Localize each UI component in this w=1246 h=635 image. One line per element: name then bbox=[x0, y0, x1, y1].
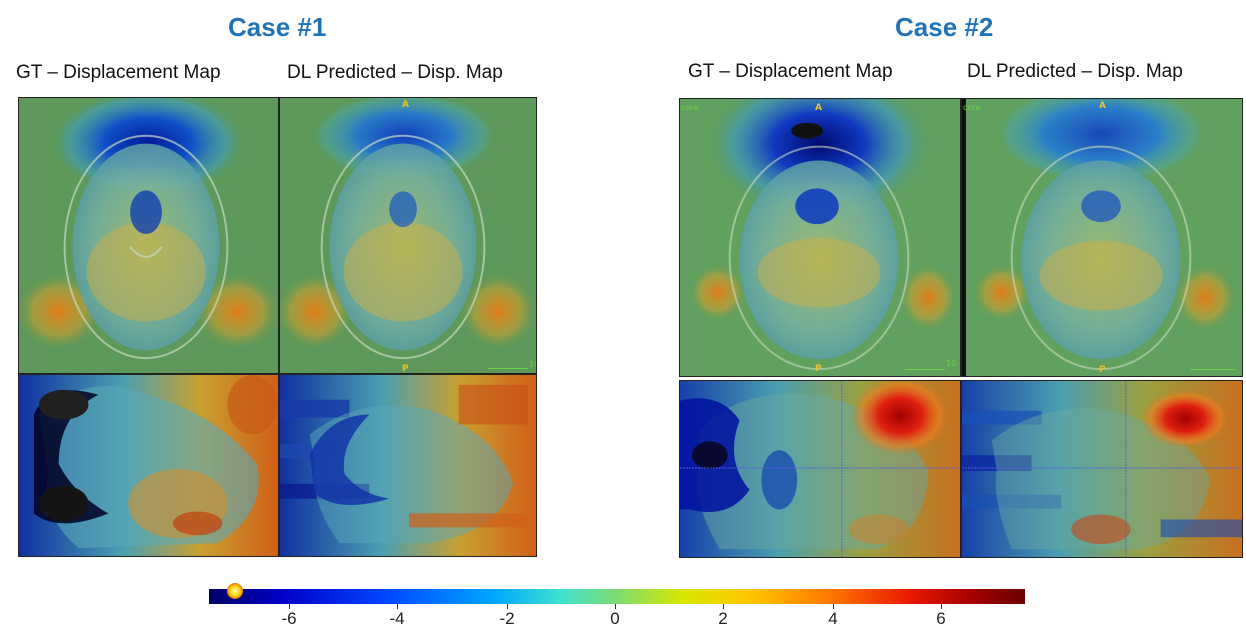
case-2-gt-label: GT – Displacement Map bbox=[688, 61, 893, 82]
case-2-dl-sagittal-map bbox=[961, 380, 1243, 558]
displacement-colorbar bbox=[209, 589, 1025, 604]
colorbar-tick bbox=[507, 604, 508, 609]
case-1-dl-sagittal-map bbox=[279, 374, 537, 557]
colorbar-tick-label: -4 bbox=[389, 609, 405, 628]
colorbar-marker bbox=[227, 583, 243, 599]
case-1-dl-axial-map: A P 10 bbox=[279, 97, 537, 374]
case-2-gt-scale-label: 10 bbox=[946, 359, 957, 368]
case-2-gt-posterior-marker: P bbox=[815, 364, 822, 374]
case-2-dl-label: DL Predicted – Disp. Map bbox=[967, 61, 1183, 82]
colorbar-tick-label: 2 bbox=[718, 609, 728, 628]
case-1-posterior-marker: P bbox=[402, 364, 409, 374]
colorbar-tick bbox=[615, 604, 616, 609]
colorbar-tick bbox=[397, 604, 398, 609]
case-2-gt-anterior-marker: A bbox=[815, 103, 822, 113]
colorbar-tick bbox=[941, 604, 942, 609]
case-1-dl-label: DL Predicted – Disp. Map bbox=[287, 62, 503, 83]
case-1-gt-label: GT – Displacement Map bbox=[16, 62, 221, 83]
case-1-title: Case #1 bbox=[228, 12, 327, 42]
case-2-gt-axial-map: core A P 10 bbox=[679, 98, 961, 377]
case-2-title: Case #2 bbox=[895, 12, 994, 42]
case-2-dl-posterior-marker: P bbox=[1099, 365, 1106, 375]
case-1-scale-label: 10 bbox=[529, 360, 536, 369]
case-2-dl-core-label: core bbox=[963, 103, 981, 112]
colorbar-tick-label: 6 bbox=[936, 609, 946, 628]
colorbar-tick-label: 0 bbox=[610, 609, 620, 628]
case-1-gt-axial-map bbox=[18, 97, 279, 374]
case-2-gt-sagittal-map bbox=[679, 380, 961, 558]
colorbar-tick-label: 4 bbox=[828, 609, 838, 628]
colorbar-tick-label: -6 bbox=[281, 609, 297, 628]
colorbar-tick bbox=[289, 604, 290, 609]
colorbar-tick-label: -2 bbox=[499, 609, 515, 628]
colorbar-tick bbox=[723, 604, 724, 609]
case-2-dl-scale-bar bbox=[1190, 369, 1235, 370]
case-1-anterior-marker: A bbox=[402, 100, 409, 110]
case-2-dl-anterior-marker: A bbox=[1099, 101, 1106, 111]
case-1-gt-sagittal-map bbox=[18, 374, 279, 557]
case-2-dl-axial-map: core A P bbox=[961, 98, 1243, 377]
colorbar-tick bbox=[833, 604, 834, 609]
case-2-gt-core-label: core bbox=[681, 103, 699, 112]
case-1-scale-bar bbox=[488, 368, 528, 369]
case-2-divider bbox=[679, 377, 1246, 380]
case-2-gt-scale-bar bbox=[905, 369, 945, 370]
